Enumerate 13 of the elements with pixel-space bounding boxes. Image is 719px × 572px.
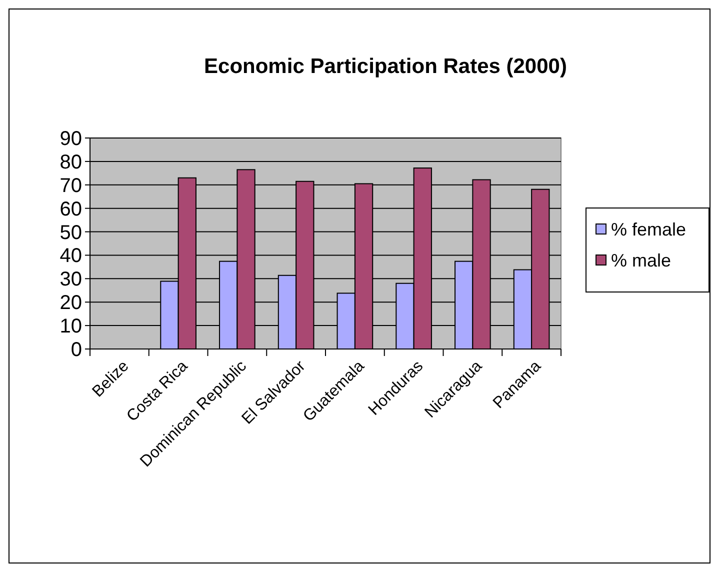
legend-label: % female	[611, 219, 686, 240]
y-tick-label: 60	[60, 198, 82, 220]
y-tick-label: 40	[60, 245, 82, 268]
y-tick-label: 20	[60, 292, 82, 314]
y-tick-label: 90	[60, 128, 82, 150]
y-tick-label: 0	[70, 339, 82, 361]
y-tick-label: 70	[60, 174, 82, 197]
y-tick-label: 50	[60, 222, 82, 244]
y-tick-label: 30	[60, 268, 82, 291]
y-tick-label: 80	[60, 151, 82, 174]
y-tick-label: 10	[60, 316, 82, 338]
chart-title: Economic Participation Rates (2000)	[204, 55, 567, 78]
legend-label: % male	[611, 250, 672, 270]
